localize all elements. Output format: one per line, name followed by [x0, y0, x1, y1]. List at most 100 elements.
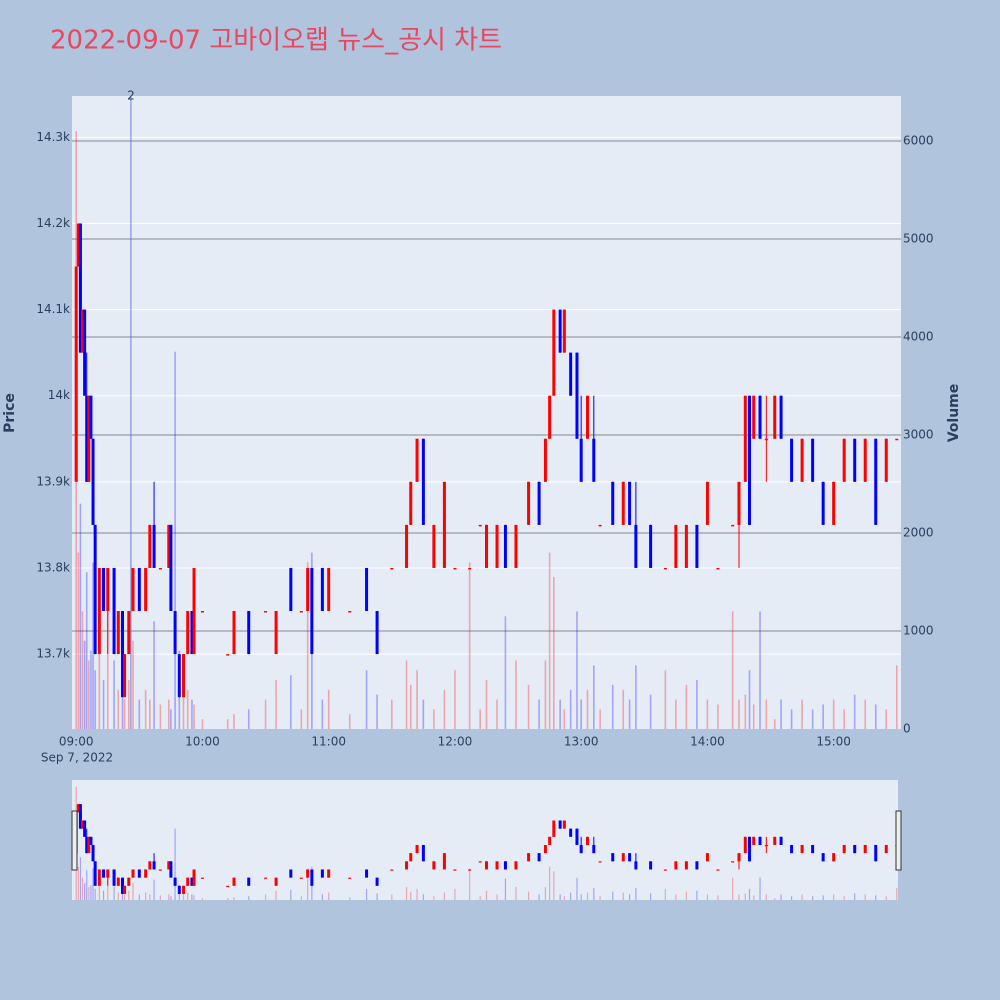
volume-bar	[765, 699, 768, 729]
candle-body	[310, 567, 314, 655]
candle-body	[432, 524, 436, 568]
volume-bar	[569, 689, 572, 729]
mini-candle-body	[705, 853, 709, 862]
mini-volume-bar	[153, 879, 155, 900]
y2-tick-label: 6000	[903, 133, 934, 147]
volume-bar	[752, 704, 755, 729]
mini-volume-bar	[563, 896, 565, 900]
mini-candle-body	[514, 861, 518, 870]
volume-bar	[454, 670, 456, 729]
y2-tick-label: 0	[903, 722, 911, 736]
mini-candle-body	[93, 861, 97, 886]
mini-volume-bar	[149, 894, 151, 900]
volume-bar	[559, 699, 561, 729]
mini-candle-body	[299, 877, 303, 879]
candle-body	[274, 611, 278, 655]
candle-body	[895, 438, 899, 441]
candle-body	[190, 611, 194, 655]
volume-bar	[77, 552, 80, 729]
y2-tick-label: 4000	[903, 329, 934, 343]
candle-body	[731, 524, 735, 527]
mini-volume-bar	[264, 894, 267, 900]
volume-bar	[706, 699, 709, 729]
candle-body	[131, 567, 135, 612]
mini-volume-bar	[744, 893, 746, 900]
mini-volume-bar	[182, 890, 185, 900]
candle-body	[247, 611, 251, 655]
y-axis-title: Price	[2, 393, 18, 433]
candle-body	[485, 524, 488, 568]
candle-body	[365, 567, 369, 612]
mini-volume-bar	[496, 894, 498, 900]
mini-candle-body	[85, 836, 89, 854]
volume-bar	[88, 660, 90, 729]
volume-bar	[895, 665, 898, 729]
mini-volume-bar	[812, 896, 814, 900]
y2-tick-label: 2000	[903, 525, 934, 539]
mini-volume-bar	[132, 883, 134, 900]
candle-body	[320, 567, 324, 612]
candle-body	[592, 438, 596, 482]
candle-body	[375, 611, 379, 655]
mini-volume-bar	[553, 871, 555, 900]
range-handle-right[interactable]	[895, 810, 902, 871]
candle-body	[390, 567, 394, 570]
mini-volume-bar	[443, 892, 446, 900]
volume-bar	[649, 694, 652, 729]
mini-candle-body	[453, 869, 457, 871]
mini-volume-bar	[580, 894, 582, 900]
candle-body	[611, 481, 615, 525]
volume-bar	[98, 640, 101, 729]
candle-body	[558, 309, 562, 353]
volume-bar	[790, 709, 793, 729]
candle-body	[884, 438, 888, 482]
mini-volume-bar	[854, 893, 856, 900]
mini-candle-body	[375, 877, 379, 886]
mini-volume-bar	[92, 868, 94, 900]
volume-bar	[321, 699, 324, 729]
volume-bar	[538, 699, 540, 729]
mini-volume-bar	[94, 888, 96, 900]
volume-bar	[193, 704, 195, 729]
mini-candle-body	[548, 836, 552, 845]
mini-volume-bar	[843, 896, 845, 900]
mini-candle-body	[76, 804, 80, 813]
x-date-label: Sep 7, 2022	[41, 751, 113, 765]
mini-candle-body	[569, 828, 573, 837]
mini-volume-bar	[227, 898, 229, 900]
candle-body	[764, 438, 768, 441]
mini-volume-bar	[416, 888, 418, 900]
candle-body	[93, 524, 97, 655]
mini-volume-bar	[321, 894, 323, 900]
mini-candle-body	[764, 844, 768, 847]
mini-candle-body	[821, 853, 825, 862]
mini-candle-body	[811, 844, 815, 854]
x-tick-label: 14:00	[690, 735, 725, 749]
mini-candle-body	[552, 820, 556, 837]
mini-candle-body	[874, 844, 878, 862]
volume-bar	[85, 572, 88, 729]
volume-bar	[748, 670, 751, 729]
mini-candle-body	[773, 836, 777, 845]
candle-body	[832, 481, 836, 525]
volume-bar	[628, 699, 631, 729]
mini-volume-bar	[622, 892, 624, 900]
candle-body	[779, 395, 783, 439]
mini-volume-bar	[376, 893, 378, 900]
mini-candle-body	[790, 844, 794, 854]
candle-body	[684, 524, 688, 568]
volume-bar	[485, 679, 488, 729]
mini-candle-body	[127, 877, 131, 886]
mini-volume-bar	[485, 890, 488, 900]
volume-bar	[306, 562, 309, 729]
mini-volume-bar	[275, 890, 277, 900]
volume-bar	[422, 699, 425, 729]
range-handle-left[interactable]	[71, 810, 78, 871]
mini-candle-body	[83, 820, 87, 837]
candle-body	[748, 395, 752, 525]
candle-body	[89, 395, 93, 439]
mini-volume-bar	[570, 892, 572, 900]
volume-bar	[744, 694, 747, 729]
mini-volume-bar	[664, 888, 666, 900]
mini-candle-body	[562, 820, 566, 829]
